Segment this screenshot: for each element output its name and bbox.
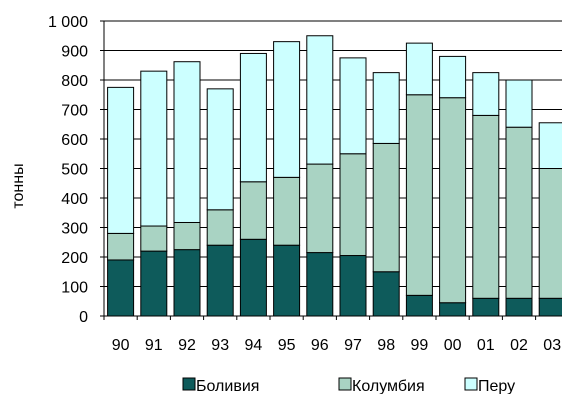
- bar-segment: [339, 153, 367, 257]
- y-tick-label: 600: [61, 132, 88, 149]
- bar-segment: [538, 168, 562, 299]
- bar-segment: [372, 72, 400, 144]
- x-tick-label: 00: [444, 337, 462, 354]
- bar-segment: [107, 259, 135, 317]
- x-tick-label: 90: [112, 337, 130, 354]
- y-tick-labels: 0 100 200 300 400 500 600 700 800 900 1 000: [48, 14, 88, 326]
- y-tick-label: 400: [61, 191, 88, 208]
- bar-segment: [173, 221, 201, 251]
- x-tick-label: 98: [377, 337, 395, 354]
- bars: [107, 35, 562, 317]
- bar-segment: [505, 297, 533, 317]
- axes: [100, 20, 562, 320]
- bar-segment: [273, 244, 301, 317]
- bar-segment: [472, 297, 500, 317]
- x-tick-label: 03: [543, 337, 561, 354]
- y-tick-label: 700: [61, 103, 88, 120]
- bar-segment: [273, 41, 301, 178]
- y-tick-label: 800: [61, 73, 88, 90]
- bar-segment: [405, 294, 433, 317]
- bar-segment: [538, 297, 562, 317]
- x-tick-label: 92: [178, 337, 196, 354]
- bar-segment: [306, 35, 334, 165]
- y-tick-label: 1 000: [48, 14, 88, 31]
- legend-label: Боливия: [196, 378, 259, 394]
- bar-segment: [306, 252, 334, 317]
- bar-segment: [173, 61, 201, 223]
- bar-segment: [405, 42, 433, 96]
- legend-swatch: [338, 377, 352, 391]
- x-tick-label: 97: [344, 337, 362, 354]
- bar-segment: [173, 249, 201, 317]
- bar-segment: [439, 302, 467, 317]
- x-tick-label: 94: [245, 337, 263, 354]
- x-tick-label: 91: [145, 337, 163, 354]
- y-tick-label: 500: [61, 162, 88, 179]
- x-tick-label: 01: [477, 337, 495, 354]
- legend-swatch: [182, 377, 196, 391]
- legend-swatch: [464, 377, 478, 391]
- x-tick-labels: 90 91 92 93 94 95 96 97 98 99 00 01 02 03: [112, 337, 561, 354]
- y-tick-label: 0: [79, 309, 88, 326]
- x-tick-label: 99: [411, 337, 429, 354]
- bar-segment: [505, 126, 533, 299]
- bar-segment: [538, 122, 562, 169]
- bar-segment: [505, 79, 533, 128]
- bar-segment: [239, 238, 267, 317]
- x-tick-label: 93: [211, 337, 229, 354]
- bar-segment: [372, 142, 400, 273]
- bar-segment: [206, 209, 234, 246]
- legend: Боливия Колумбия Перу: [182, 377, 515, 394]
- bar-segment: [273, 176, 301, 246]
- y-tick-label: 200: [61, 250, 88, 267]
- bar-segment: [206, 88, 234, 211]
- bar-segment: [339, 57, 367, 155]
- bar-segment: [372, 271, 400, 317]
- bar-segment: [206, 244, 234, 317]
- legend-label: Колумбия: [352, 378, 425, 394]
- bar-segment: [140, 250, 168, 317]
- bar-segment: [239, 181, 267, 240]
- y-tick-label: 100: [61, 280, 88, 297]
- bar-segment: [107, 86, 135, 234]
- bar-segment: [439, 55, 467, 99]
- bar-segment: [306, 163, 334, 254]
- y-tick-label: 300: [61, 221, 88, 238]
- bar-segment: [140, 225, 168, 252]
- bar-segment: [405, 94, 433, 296]
- bar-segment: [339, 255, 367, 317]
- x-tick-label: 95: [278, 337, 296, 354]
- bar-segment: [140, 70, 168, 227]
- bar-segment: [239, 52, 267, 183]
- y-axis-label: тонны: [10, 163, 27, 208]
- bar-segment: [472, 114, 500, 299]
- x-tick-label: 02: [510, 337, 528, 354]
- legend-label: Перу: [478, 378, 515, 394]
- bar-segment: [472, 72, 500, 116]
- x-tick-label: 96: [311, 337, 329, 354]
- bar-segment: [107, 232, 135, 261]
- y-tick-label: 900: [61, 44, 88, 61]
- bar-segment: [439, 97, 467, 304]
